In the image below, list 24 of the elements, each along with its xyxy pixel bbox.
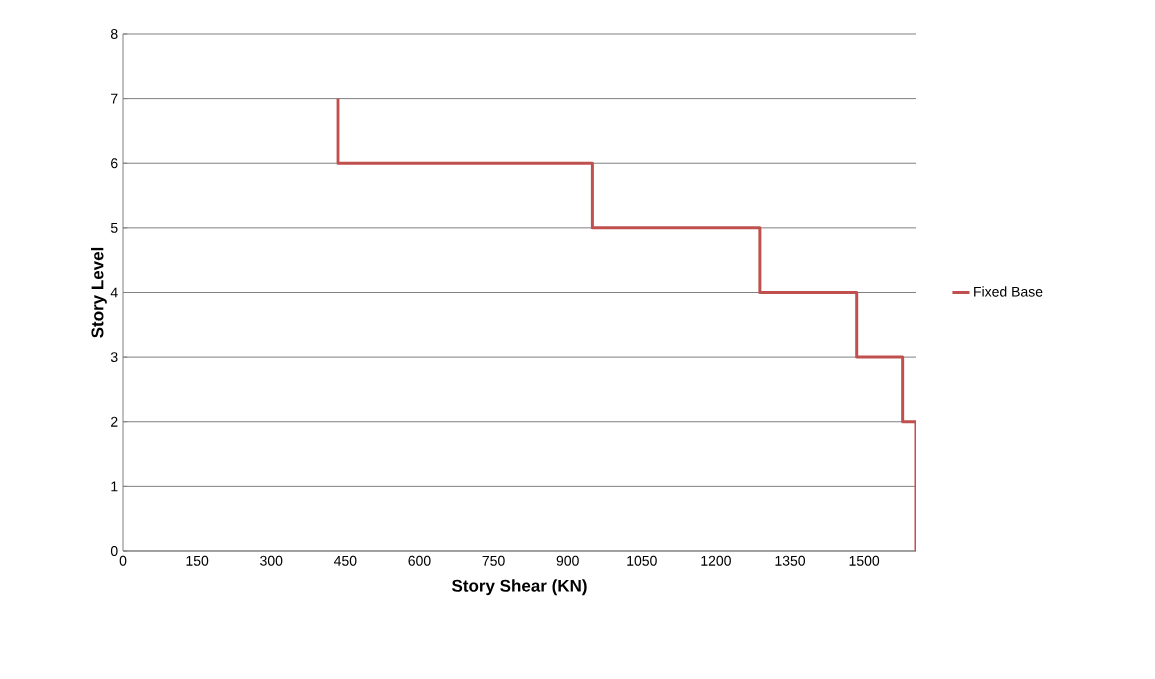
y-tick-label: 1 xyxy=(111,481,118,492)
legend-label: Fixed Base xyxy=(974,286,1043,297)
x-tick-label: 1500 xyxy=(849,555,880,566)
x-tick-label: 1200 xyxy=(701,555,731,566)
x-tick-label: 450 xyxy=(333,555,357,566)
y-tick-label: 2 xyxy=(111,416,118,427)
x-tick-label: 300 xyxy=(260,555,283,566)
x-tick-label: 1050 xyxy=(627,555,657,566)
y-axis-title: Story Level xyxy=(90,247,107,338)
y-tick-label: 0 xyxy=(110,546,118,556)
x-axis-title: Story Shear (KN) xyxy=(451,579,587,596)
line-series xyxy=(336,97,917,551)
y-tick-label: 6 xyxy=(111,158,118,169)
x-tick-label: 600 xyxy=(408,555,431,566)
x-tick-label: 900 xyxy=(556,555,579,566)
y-tick-label: 5 xyxy=(110,222,118,233)
y-tick-label: 8 xyxy=(110,29,118,39)
x-tick-label: 0 xyxy=(119,555,127,566)
y-tick-label: 4 xyxy=(110,287,118,298)
x-tick-label: 1350 xyxy=(775,555,806,566)
y-tick-label: 7 xyxy=(111,93,118,104)
y-tick-label: 3 xyxy=(110,352,118,363)
x-tick-label: 750 xyxy=(482,555,505,566)
x-tick-label: 150 xyxy=(186,555,209,566)
